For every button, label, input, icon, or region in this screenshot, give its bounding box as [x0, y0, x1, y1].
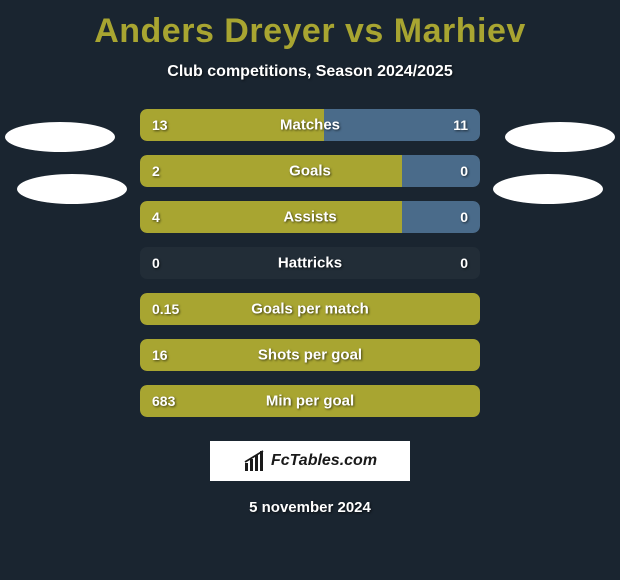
stat-label: Goals per match [140, 301, 480, 318]
stat-label: Hattricks [140, 255, 480, 272]
stat-label: Shots per goal [140, 347, 480, 364]
source-logo: FcTables.com [210, 441, 410, 481]
stat-label: Goals [140, 163, 480, 180]
stat-label: Min per goal [140, 393, 480, 410]
player-right-team-crest-2 [493, 174, 603, 204]
player-left-team-crest-1 [5, 122, 115, 152]
stat-row: 1311Matches [140, 109, 480, 141]
subtitle: Club competitions, Season 2024/2025 [0, 63, 620, 81]
player-left-team-crest-2 [17, 174, 127, 204]
stat-row: 16Shots per goal [140, 339, 480, 371]
player-right-team-crest-1 [505, 122, 615, 152]
stat-label: Assists [140, 209, 480, 226]
stat-row: 20Goals [140, 155, 480, 187]
stat-label: Matches [140, 117, 480, 134]
chart-bars-icon [243, 449, 267, 473]
date-text: 5 november 2024 [0, 499, 620, 516]
stat-row: 00Hattricks [140, 247, 480, 279]
stats-container: 1311Matches 20Goals 40Assists 00Hattricks 0.… [140, 109, 480, 417]
stat-row: 40Assists [140, 201, 480, 233]
source-logo-text: FcTables.com [271, 452, 377, 470]
page-title: Anders Dreyer vs Marhiev [0, 0, 620, 51]
stat-row: 0.15Goals per match [140, 293, 480, 325]
stat-row: 683Min per goal [140, 385, 480, 417]
